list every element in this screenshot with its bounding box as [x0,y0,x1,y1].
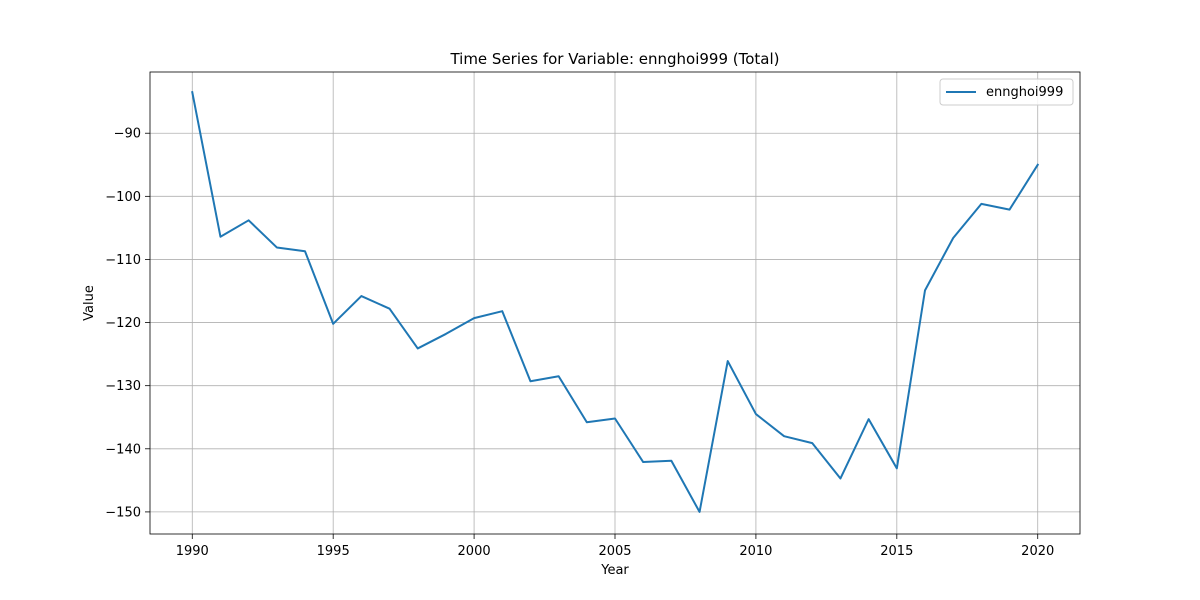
legend-box [939,78,1074,106]
series-line [191,91,1040,513]
x-tick-label: 2005 [598,544,631,559]
y-axis-label: Value [82,285,97,321]
y-tick-label: −110 [105,253,141,268]
x-axis-label: Year [600,563,629,578]
x-tick-label: 1990 [176,544,209,559]
y-tick-label: −140 [105,442,141,457]
y-tick-label: −90 [114,127,141,142]
x-tick-label: 2015 [880,544,913,559]
y-tick-label: −120 [105,316,141,331]
legend: ennghoi999 [939,78,1074,106]
legend-label: ennghoi999 [986,85,1063,100]
x-tick-label: 2010 [739,544,772,559]
y-tick-label: −150 [105,505,141,520]
y-tick-label: −100 [105,190,141,205]
x-tick-label: 1995 [317,544,350,559]
x-axis-ticks: 1990 1995 2000 2005 2010 2015 2020 [176,534,1054,559]
x-tick-label: 2020 [1021,544,1054,559]
grid-lines [150,72,1080,534]
y-tick-label: −130 [105,379,141,394]
series-layer [191,91,1040,513]
x-tick-label: 2000 [458,544,491,559]
y-axis-ticks: −150 −140 −130 −120 −110 −100 −90 [105,127,150,520]
chart-title: Time Series for Variable: ennghoi999 (To… [449,50,779,68]
